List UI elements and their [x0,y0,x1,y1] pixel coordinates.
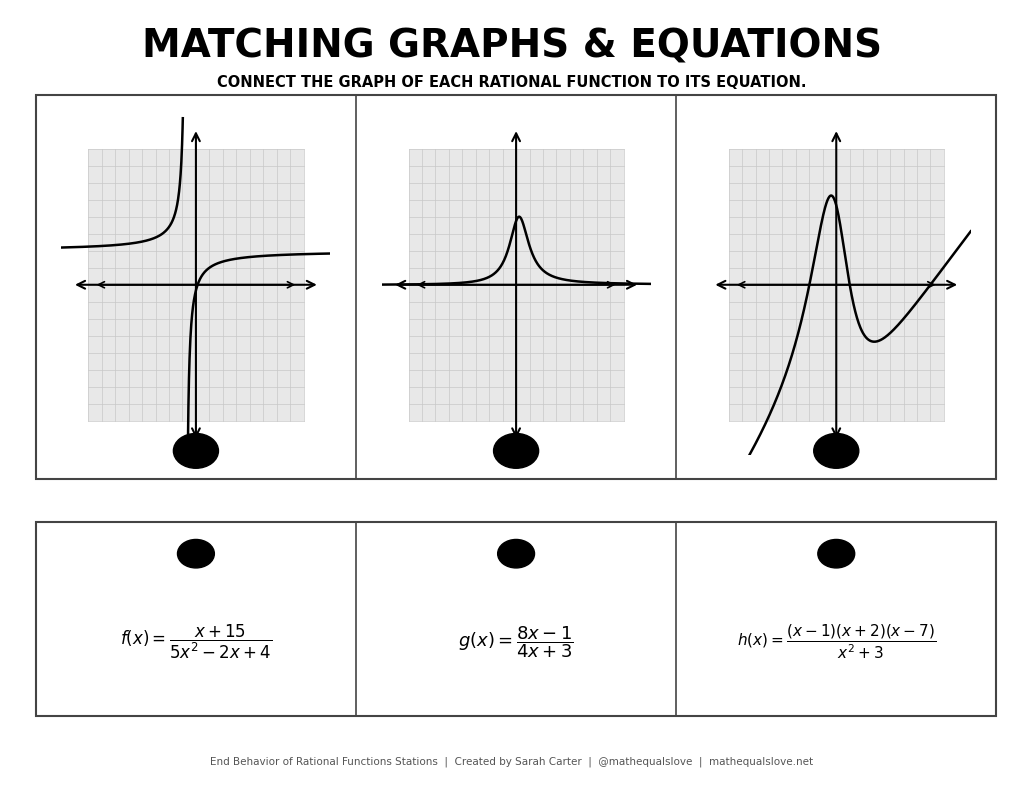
Text: $f(x) = \dfrac{x + 15}{5x^2 - 2x + 4}$: $f(x) = \dfrac{x + 15}{5x^2 - 2x + 4}$ [120,623,272,661]
Bar [624,149,650,421]
Bar [61,421,331,455]
Bar [303,149,331,421]
Text: MATCHING GRAPHS & EQUATIONS: MATCHING GRAPHS & EQUATIONS [142,28,882,66]
Bar [61,149,88,421]
Bar [701,421,971,455]
Text: $h(x) = \dfrac{(x-1)(x+2)(x-7)}{x^2 + 3}$: $h(x) = \dfrac{(x-1)(x+2)(x-7)}{x^2 + 3}… [736,623,936,661]
Text: $g(x) = \dfrac{8x - 1}{4x + 3}$: $g(x) = \dfrac{8x - 1}{4x + 3}$ [458,624,574,660]
Bar [701,115,971,149]
Bar [382,149,409,421]
Bar [382,421,650,455]
Text: CONNECT THE GRAPH OF EACH RATIONAL FUNCTION TO ITS EQUATION.: CONNECT THE GRAPH OF EACH RATIONAL FUNCT… [217,75,807,90]
Bar [944,149,971,421]
Text: End Behavior of Rational Functions Stations  |  Created by Sarah Carter  |  @mat: End Behavior of Rational Functions Stati… [211,757,813,767]
Bar [382,115,650,149]
Bar [61,115,331,149]
Bar [701,149,729,421]
